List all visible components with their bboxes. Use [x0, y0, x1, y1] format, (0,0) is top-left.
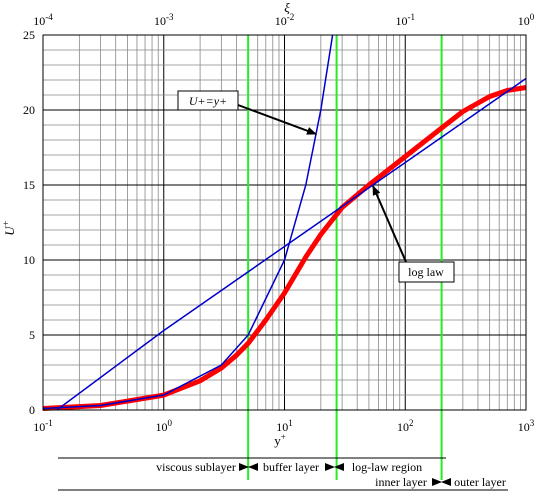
callout-box-loglaw	[398, 261, 455, 283]
y-tick-label: 5	[29, 328, 35, 342]
tick-labels: 10-1 100 101 102 103 10-4 10-3 10-2 10-1 100 0 5 10 1…	[23, 12, 535, 434]
region-label-buffer: buffer layer	[263, 460, 319, 474]
top-axis-label: ξ	[284, 0, 290, 15]
x-tick-label: 100	[156, 418, 173, 434]
region-boundaries	[247, 35, 443, 480]
y-axis-label: U+	[1, 220, 17, 235]
top-tick-label: 10-1	[396, 12, 416, 28]
plot-frame	[42, 34, 527, 411]
gridlines	[43, 35, 526, 410]
callout-box-uplus	[177, 90, 239, 111]
region-label-inner: inner layer	[375, 475, 427, 489]
region-label-loglaw: log-law region	[352, 460, 422, 474]
series-log-law	[56, 77, 527, 411]
series-group	[42, 34, 527, 411]
x-tick-label: 101	[276, 418, 293, 434]
region-label-viscous: viscous sublayer	[156, 460, 236, 474]
callout-loglaw-arrow	[372, 185, 407, 263]
y-tick-label: 15	[23, 178, 35, 192]
x-tick-label: 103	[518, 418, 535, 434]
series-velocity-profile	[42, 85, 527, 411]
series-linear-sublayer	[42, 34, 334, 410]
x-tick-label: 10-1	[33, 418, 53, 434]
top-tick-label: 10-3	[154, 12, 174, 28]
top-tick-label: 10-4	[33, 12, 53, 28]
y-tick-label: 0	[29, 403, 35, 417]
y-tick-label: 10	[23, 253, 35, 267]
callout-uplus-arrow	[237, 104, 317, 135]
x-tick-label: 102	[397, 418, 414, 434]
callout-uplus-label: U+=y+	[189, 94, 227, 108]
y-tick-label: 20	[23, 103, 35, 117]
y-tick-label: 25	[23, 28, 35, 42]
callout-loglaw-label: log law	[408, 265, 444, 279]
top-tick-label: 10-2	[275, 12, 295, 28]
top-tick-label: 100	[518, 12, 535, 28]
x-axis-label: y+	[274, 432, 286, 448]
region-label-outer: outer layer	[454, 475, 506, 489]
